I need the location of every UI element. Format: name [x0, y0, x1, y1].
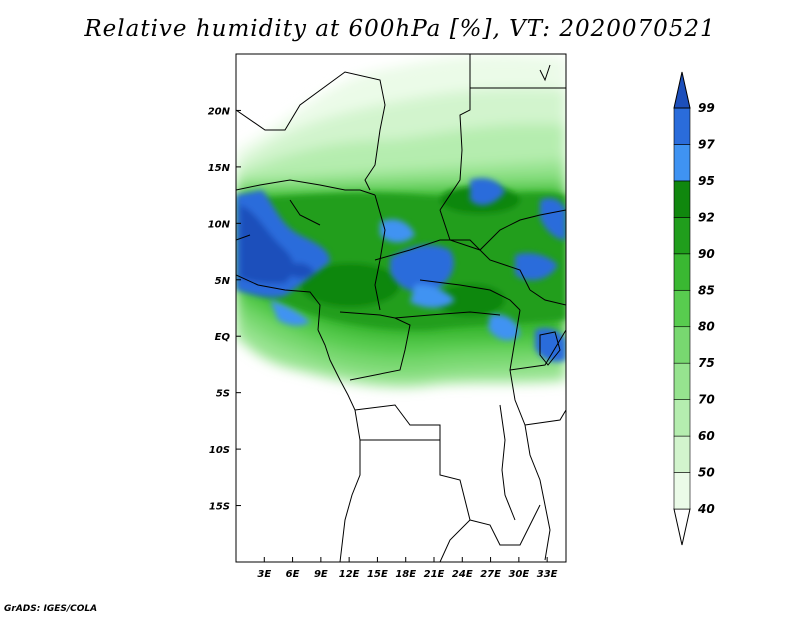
colorbar-high-triangle — [673, 71, 691, 109]
y-tick-label: 10S — [209, 445, 230, 456]
x-tick-label: 24E — [452, 569, 473, 580]
y-tick-label: 20N — [208, 106, 231, 117]
y-tick-label: 10N — [208, 219, 231, 230]
colorbar-label: 50 — [698, 466, 715, 480]
country-borders — [236, 54, 566, 562]
colorbar-label: 40 — [697, 502, 715, 516]
colorbar-segment — [673, 472, 691, 510]
colorbar-label: 92 — [698, 210, 715, 224]
colorbar-label: 90 — [698, 247, 715, 261]
colorbar-label: 95 — [698, 174, 715, 188]
x-tick-label: 33E — [537, 569, 558, 580]
colorbar-label: 80 — [698, 320, 715, 334]
colorbar-label: 85 — [698, 283, 715, 297]
x-tick-label: 15E — [367, 569, 388, 580]
grads-credit: GrADS: IGES/COLA — [4, 604, 98, 614]
x-tick-label: 6E — [286, 569, 300, 580]
colorbar-segment — [673, 435, 691, 473]
colorbar: 40 50 60 70 75 80 85 90 92 95 97 99 — [673, 71, 715, 546]
y-tick-label: 15N — [208, 163, 231, 174]
colorbar-label: 75 — [698, 356, 715, 370]
colorbar-label: 70 — [698, 393, 715, 407]
y-tick-label: 15S — [209, 502, 230, 513]
colorbar-label: 60 — [698, 429, 715, 443]
colorbar-label: 97 — [698, 137, 715, 151]
colorbar-segment — [673, 289, 691, 328]
y-tick-label: 5N — [215, 276, 231, 287]
colorbar-segment — [673, 362, 691, 400]
colorbar-segment — [673, 180, 691, 218]
colorbar-segment — [673, 217, 691, 255]
x-tick-label: 18E — [395, 569, 416, 580]
colorbar-segment — [673, 326, 691, 364]
humidity-field — [236, 54, 566, 562]
colorbar-label: 99 — [698, 101, 715, 115]
x-tick-label: 30E — [508, 569, 529, 580]
x-tick-label: 3E — [257, 569, 271, 580]
y-tick-label: 5S — [216, 389, 230, 400]
y-tick-label: EQ — [215, 332, 231, 343]
plot-frame — [235, 53, 567, 563]
y-axis: 20N 15N 10N 5N EQ 5S 10S 15S — [208, 106, 241, 513]
colorbar-segment — [673, 107, 691, 145]
x-tick-label: 21E — [424, 569, 445, 580]
colorbar-segment — [673, 253, 691, 291]
map-title: Relative humidity at 600hPa [%], VT: 202… — [84, 16, 716, 42]
x-tick-label: 12E — [339, 569, 360, 580]
colorbar-segment — [673, 399, 691, 437]
x-tick-label: 27E — [480, 569, 501, 580]
colorbar-low-triangle — [673, 508, 691, 546]
colorbar-segment — [673, 144, 691, 182]
x-tick-label: 9E — [314, 569, 328, 580]
x-axis: 3E 6E 9E 12E 15E 18E 21E 24E 27E 30E 33E — [257, 557, 558, 580]
